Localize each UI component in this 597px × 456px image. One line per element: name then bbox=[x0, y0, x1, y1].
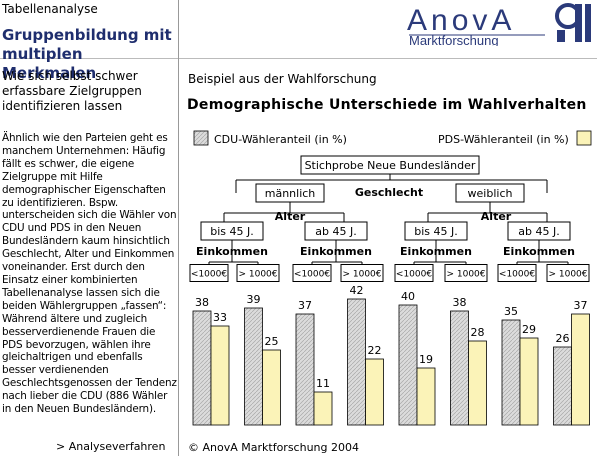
pds-bar bbox=[365, 358, 384, 426]
legend-swatch-pds bbox=[576, 130, 592, 146]
legend-cdu-label: CDU-Wähleranteil (in %) bbox=[214, 133, 347, 146]
vertical-divider bbox=[178, 0, 179, 456]
tree-age-box bbox=[304, 221, 368, 241]
pds-bar bbox=[571, 313, 590, 426]
legend-pds-label: PDS-Wähleranteil (in %) bbox=[438, 133, 569, 146]
tree-income-high-box bbox=[236, 264, 280, 282]
tree-level-einkommen-label: Einkommen bbox=[300, 245, 372, 258]
pds-bar-label: 29 bbox=[522, 323, 536, 336]
tree-level-einkommen-label: Einkommen bbox=[196, 245, 268, 258]
tree-income-low-box-text: <1000€ bbox=[396, 269, 432, 279]
tree-male-box bbox=[255, 183, 325, 203]
cdu-bar bbox=[450, 310, 469, 426]
tree-level-einkommen-label: Einkommen bbox=[503, 245, 575, 258]
tree-income-high-box bbox=[340, 264, 384, 282]
cdu-bar-label: 40 bbox=[401, 290, 415, 303]
cdu-bar-label: 37 bbox=[298, 299, 312, 312]
tree-income-low-box bbox=[189, 264, 229, 282]
pds-bar bbox=[262, 349, 281, 426]
pds-bar-label: 11 bbox=[316, 377, 330, 390]
anova-logo: AnovA Marktforschung bbox=[407, 3, 591, 46]
logo-mark-icon bbox=[555, 3, 591, 42]
cdu-bar bbox=[398, 304, 418, 426]
tree-income-high-box-text: > 1000€ bbox=[342, 269, 381, 279]
tree-age-box bbox=[507, 221, 571, 241]
cdu-bar-label: 42 bbox=[350, 284, 364, 297]
chart-title: Demographische Unterschiede im Wahlverha… bbox=[187, 97, 587, 113]
tree-diagram: Stichprobe Neue Bundesländer männlich weib… bbox=[189, 155, 590, 282]
tree-level-alter-label-male: Alter bbox=[275, 210, 306, 223]
tree-income-low-box bbox=[292, 264, 332, 282]
tree-income-low-box-text: <1000€ bbox=[294, 269, 330, 279]
logo-wordmark: AnovA bbox=[407, 4, 515, 37]
subtitle: Wie sich selbst schwer erfassbare Zielgr… bbox=[2, 69, 142, 113]
pds-bar-label: 22 bbox=[368, 344, 382, 357]
tree-male-box-text: männlich bbox=[265, 187, 316, 200]
top-label: Tabellenanalyse bbox=[2, 2, 98, 16]
tree-income-low-box bbox=[497, 264, 537, 282]
tree-age-box-text: ab 45 J. bbox=[518, 225, 559, 238]
cdu-bar bbox=[501, 319, 521, 426]
divider bbox=[0, 58, 178, 59]
cdu-bar-label: 39 bbox=[247, 293, 261, 306]
cdu-bar-label: 38 bbox=[453, 296, 467, 309]
pds-bar-label: 37 bbox=[574, 299, 588, 312]
logo-subtitle: Marktforschung bbox=[409, 33, 499, 46]
divider bbox=[178, 58, 597, 59]
pds-bar bbox=[313, 391, 333, 426]
tree-level-alter-label-female: Alter bbox=[481, 210, 512, 223]
pds-bar bbox=[210, 325, 230, 426]
bar-series: 38 33 39 25 37 11 42 22 40 19 38 28 35 29 26 37 bbox=[192, 284, 590, 426]
cdu-bar-label: 38 bbox=[195, 296, 209, 309]
pds-bar-label: 19 bbox=[419, 353, 433, 366]
tree-root-box bbox=[300, 155, 480, 175]
pds-bar-label: 33 bbox=[213, 311, 227, 324]
tree-level-geschlecht-label: Geschlecht bbox=[355, 186, 423, 199]
tree-income-high-box bbox=[546, 264, 590, 282]
cdu-bar bbox=[553, 346, 572, 426]
cdu-bar-label: 26 bbox=[556, 332, 570, 345]
tree-level-einkommen-label: Einkommen bbox=[400, 245, 472, 258]
pds-bar bbox=[519, 337, 539, 426]
tree-income-low-box bbox=[394, 264, 434, 282]
example-label: Beispiel aus der Wahlforschung bbox=[188, 72, 377, 86]
pds-bar bbox=[416, 367, 436, 426]
tree-root-box-text: Stichprobe Neue Bundesländer bbox=[305, 159, 476, 172]
analyseverfahren-link[interactable]: > Analyseverfahren bbox=[56, 440, 166, 453]
cdu-bar bbox=[244, 307, 263, 426]
pds-bar-label: 28 bbox=[471, 326, 485, 339]
tree-female-box-text: weiblich bbox=[468, 187, 513, 200]
tree-age-box bbox=[200, 221, 264, 241]
tree-age-box-text: bis 45 J. bbox=[414, 225, 458, 238]
cdu-bar bbox=[295, 313, 315, 426]
cdu-bar bbox=[347, 298, 366, 426]
cdu-bar-label: 35 bbox=[504, 305, 518, 318]
pds-bar-label: 25 bbox=[265, 335, 279, 348]
tree-income-high-box-text: > 1000€ bbox=[446, 269, 485, 279]
tree-income-low-box-text: <1000€ bbox=[499, 269, 535, 279]
tree-age-box bbox=[404, 221, 468, 241]
tree-income-high-box-text: > 1000€ bbox=[238, 269, 277, 279]
body-text: Ähnlich wie den Parteien geht es manchem… bbox=[2, 132, 177, 416]
tree-income-high-box-text: > 1000€ bbox=[548, 269, 587, 279]
tree-income-low-box-text: <1000€ bbox=[191, 269, 227, 279]
footer: © AnovA Marktforschung 2004 bbox=[188, 441, 359, 454]
tree-age-box-text: ab 45 J. bbox=[315, 225, 356, 238]
tree-female-box bbox=[455, 183, 525, 203]
tree-age-box-text: bis 45 J. bbox=[210, 225, 254, 238]
cdu-bar bbox=[192, 310, 212, 426]
tree-income-high-box bbox=[444, 264, 488, 282]
pds-bar bbox=[468, 340, 487, 426]
section-title: Gruppenbildung mit multiplen Merkmalen bbox=[2, 26, 172, 82]
legend-swatch-cdu bbox=[193, 130, 209, 146]
